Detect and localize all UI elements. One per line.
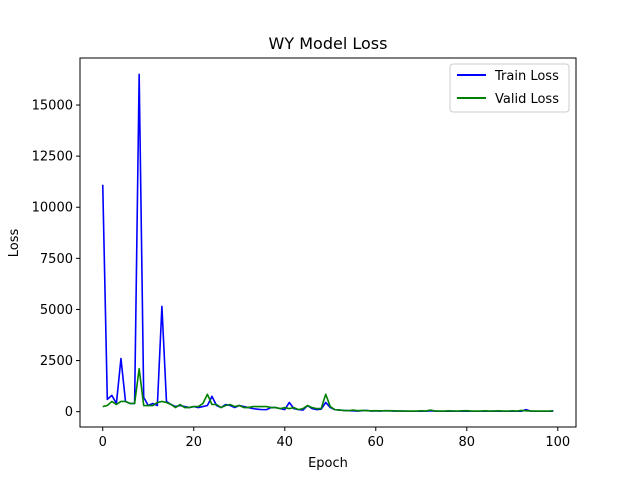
y-tick-label: 12500 <box>32 150 73 165</box>
legend: Train Loss Valid Loss <box>449 63 570 113</box>
series-line-valid-loss <box>102 367 554 412</box>
legend-label-train-loss: Train Loss <box>494 69 559 84</box>
legend-label-valid-loss: Valid Loss <box>495 92 559 107</box>
plot-frame <box>79 57 577 428</box>
x-tick-label: 60 <box>368 435 385 450</box>
y-tick-label: 2500 <box>40 354 73 369</box>
x-tick-label: 0 <box>99 435 107 450</box>
x-tick-label: 40 <box>276 435 293 450</box>
y-tick-label: 15000 <box>32 99 73 114</box>
series-layer <box>101 73 554 413</box>
plot-area <box>80 58 576 427</box>
x-tick-label: 80 <box>459 435 476 450</box>
y-axis-label: Loss <box>7 229 22 258</box>
chart-title: WY Model Loss <box>269 34 388 53</box>
y-axis-ticks: 0 2500 5000 7500 10000 12500 15000 <box>32 99 80 420</box>
x-tick-label: 100 <box>545 435 570 450</box>
y-tick-label: 7500 <box>40 252 73 267</box>
x-axis-ticks: 0 20 40 60 80 100 <box>99 427 570 450</box>
y-tick-label: 10000 <box>32 201 73 216</box>
y-tick-label: 5000 <box>40 303 73 318</box>
x-axis-label: Epoch <box>308 456 348 471</box>
y-tick-label: 0 <box>65 405 73 420</box>
x-tick-label: 20 <box>185 435 202 450</box>
